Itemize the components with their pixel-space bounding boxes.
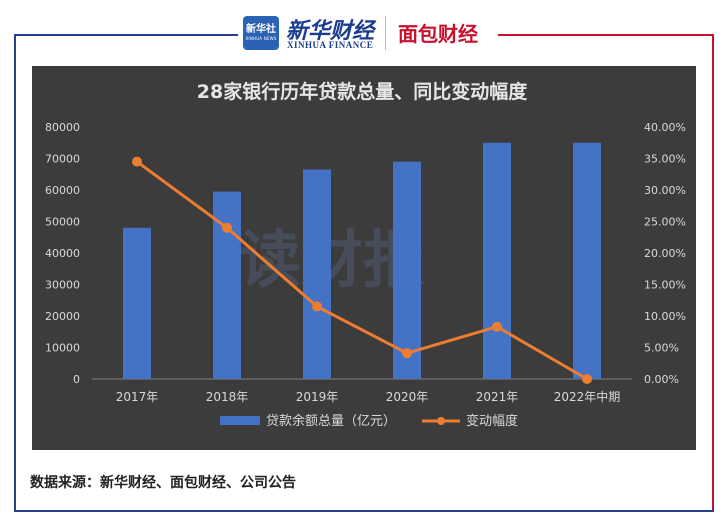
y-right-tick-label: 10.00%: [644, 310, 686, 323]
line-series: [136, 160, 588, 381]
chart-panel: 读财报 28家银行历年贷款总量、同比变动幅度 0 10000 20000 30000 400…: [32, 66, 696, 450]
x-tick-label: 2022年中期: [554, 389, 621, 404]
line-point-1: [222, 222, 232, 233]
line-point-2: [312, 301, 322, 312]
line-point-4: [492, 321, 502, 332]
bar-2: [303, 169, 331, 379]
x-tick-label: 2019年: [296, 390, 339, 404]
y-right-tick-label: 35.00%: [644, 153, 686, 166]
frame-right-line: [712, 34, 714, 512]
logo-divider: [385, 16, 386, 50]
legend-bar-swatch: [220, 416, 260, 425]
y-left-tick-label: 20000: [45, 310, 80, 323]
y-right-tick-label: 15.00%: [644, 279, 686, 292]
frame-top-right-line: [498, 34, 714, 36]
source-note: 数据来源：新华财经、面包财经、公司公告: [30, 475, 296, 491]
bar-4: [483, 142, 511, 379]
y-right-tick-label: 30.00%: [644, 184, 686, 197]
y-right-tick-label: 0.00%: [644, 373, 679, 386]
legend-bar-label: 贷款余额总量（亿元）: [266, 413, 396, 429]
y-left-tick-label: 50000: [45, 216, 80, 229]
y-right-tick-label: 40.00%: [644, 121, 686, 134]
y-left-tick-label: 30000: [45, 279, 80, 292]
x-tick-label: 2020年: [386, 390, 429, 404]
frame-top-left-line: [14, 34, 238, 36]
mianbao-finance-logo-text: 面包财经: [398, 22, 478, 46]
x-tick-label: 2021年: [476, 390, 519, 404]
y-right-tick-label: 20.00%: [644, 247, 686, 260]
xinhua-finance-logo-text: 新华财经: [286, 18, 375, 44]
xinhua-logo-icon: 新华社 XINHUA NEWS: [243, 16, 279, 50]
xinhua-finance-english-text: XINHUA FINANCE: [287, 40, 374, 50]
line-point-3: [402, 348, 412, 359]
y-left-tick-label: 70000: [45, 153, 80, 166]
bar-5: [573, 142, 601, 379]
bar-3: [393, 161, 421, 379]
xinhua-logo-box-subtext: XINHUA NEWS: [245, 36, 277, 41]
legend-line-marker: [437, 417, 445, 425]
chart-svg: 读财报28家银行历年贷款总量、同比变动幅度0100002000030000400…: [45, 80, 686, 429]
y-right-tick-label: 5.00%: [644, 342, 679, 355]
y-left-tick-label: 40000: [45, 247, 80, 260]
frame-bottom-line: [14, 510, 714, 512]
xinhua-logo-box-text: 新华社: [246, 24, 276, 35]
line-point-5: [582, 374, 592, 384]
x-tick-label: 2018年: [206, 390, 249, 404]
chart-title: 28家银行历年贷款总量、同比变动幅度: [197, 80, 528, 103]
y-left-tick-label: 60000: [45, 184, 80, 197]
x-tick-label: 2017年: [116, 390, 159, 404]
frame-left-line: [14, 34, 16, 512]
y-left-tick-label: 10000: [45, 342, 80, 355]
y-left-tick-label: 0: [73, 373, 80, 386]
bar-0: [123, 227, 151, 379]
y-right-tick-label: 25.00%: [644, 216, 686, 229]
line-point-0: [132, 156, 142, 167]
y-left-tick-label: 80000: [45, 121, 80, 134]
legend-line-label: 变动幅度: [466, 413, 518, 429]
